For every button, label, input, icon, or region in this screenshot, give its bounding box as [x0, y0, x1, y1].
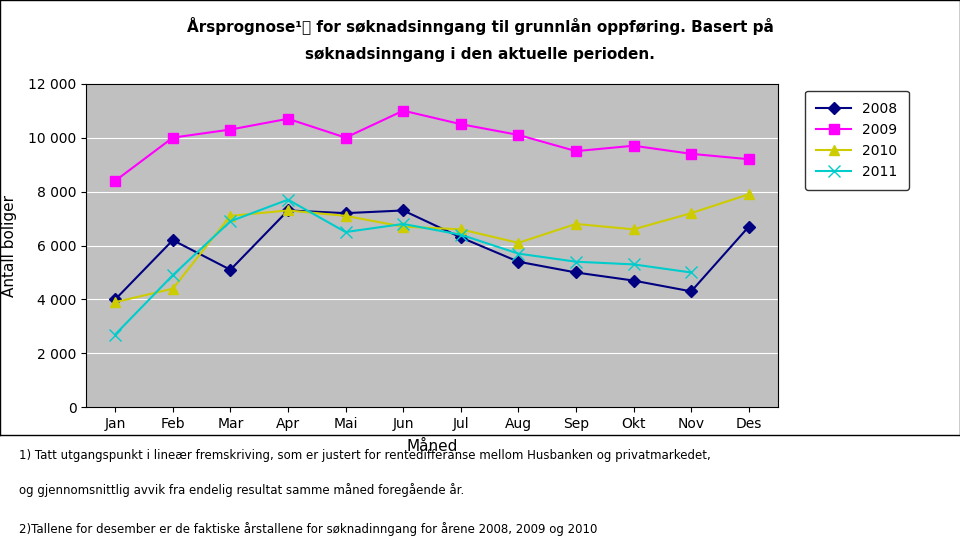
Legend: 2008, 2009, 2010, 2011: 2008, 2009, 2010, 2011	[805, 90, 908, 190]
2009	[109, 177, 121, 184]
2011	[570, 258, 582, 265]
2009	[340, 134, 351, 141]
2008	[570, 269, 582, 276]
2009	[570, 148, 582, 155]
X-axis label: Måned: Måned	[406, 439, 458, 454]
Line: 2009: 2009	[110, 106, 754, 186]
2010	[455, 226, 467, 233]
2011	[167, 272, 179, 278]
2010	[109, 299, 121, 306]
2008	[109, 296, 121, 303]
2011	[628, 261, 639, 268]
2010	[570, 220, 582, 227]
2010	[743, 191, 755, 198]
Text: 1) Tatt utgangspunkt i lineær fremskriving, som er justert for rentedifferanse m: 1) Tatt utgangspunkt i lineær fremskrivi…	[19, 449, 711, 462]
Line: 2010: 2010	[110, 189, 754, 307]
Y-axis label: Antall boliger: Antall boliger	[2, 195, 17, 296]
2011	[455, 232, 467, 238]
2008	[513, 258, 524, 265]
2010	[340, 213, 351, 219]
Text: 2)Tallene for desember er de faktiske årstallene for søknadinngang for årene 200: 2)Tallene for desember er de faktiske år…	[19, 522, 597, 536]
2009	[513, 132, 524, 138]
2009	[455, 121, 467, 128]
2009	[628, 142, 639, 149]
2009	[167, 134, 179, 141]
2011	[397, 220, 409, 227]
2011	[685, 269, 697, 276]
Line: 2011: 2011	[108, 194, 698, 341]
2011	[109, 331, 121, 338]
2009	[225, 126, 236, 133]
2008	[167, 237, 179, 243]
2008	[455, 234, 467, 241]
Text: søknadsinngang i den aktuelle perioden.: søknadsinngang i den aktuelle perioden.	[305, 47, 655, 62]
2011	[513, 250, 524, 257]
2008	[282, 207, 294, 214]
Line: 2008: 2008	[111, 206, 753, 304]
Text: og gjennomsnittlig avvik fra endelig resultat samme måned foregående år.: og gjennomsnittlig avvik fra endelig res…	[19, 483, 465, 497]
2010	[397, 223, 409, 230]
2011	[340, 229, 351, 235]
2010	[628, 226, 639, 233]
2009	[282, 116, 294, 122]
Text: Årsprognose¹⧧ for søknadsinngang til grunnlån oppføring. Basert på: Årsprognose¹⧧ for søknadsinngang til gru…	[186, 17, 774, 35]
2008	[340, 210, 351, 217]
2011	[225, 218, 236, 225]
2010	[513, 239, 524, 246]
2008	[628, 277, 639, 284]
2010	[225, 213, 236, 219]
2008	[225, 267, 236, 273]
2009	[743, 156, 755, 162]
2008	[397, 207, 409, 214]
2008	[743, 223, 755, 230]
2010	[685, 210, 697, 217]
2010	[167, 285, 179, 292]
2011	[282, 196, 294, 203]
2009	[685, 151, 697, 157]
2009	[397, 107, 409, 114]
2010	[282, 207, 294, 214]
2008	[685, 288, 697, 295]
